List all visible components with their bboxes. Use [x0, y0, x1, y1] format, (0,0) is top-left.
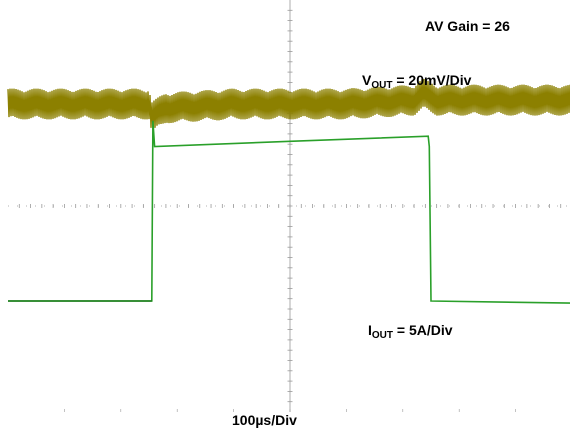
iout-subscript: OUT: [371, 330, 393, 341]
iout-waveform: [8, 120, 570, 304]
iout-trace: [8, 120, 570, 304]
iout-scale: = 5A/Div: [393, 322, 453, 338]
vout-subscript: OUT: [371, 80, 393, 91]
iout-symbol: I: [368, 322, 372, 338]
vout-scale-label: VOUT = 20mV/Div: [362, 72, 471, 91]
time-scale-label: 100µs/Div: [232, 412, 297, 428]
vout-waveform: [7, 78, 570, 131]
gain-label: AV Gain = 26: [425, 18, 510, 34]
graticule: [8, 0, 570, 412]
iout-scale-label: IOUT = 5A/Div: [368, 322, 453, 341]
vout-scale: = 20mV/Div: [392, 72, 472, 88]
vout-trace: [7, 78, 570, 131]
vout-symbol: V: [362, 72, 372, 88]
